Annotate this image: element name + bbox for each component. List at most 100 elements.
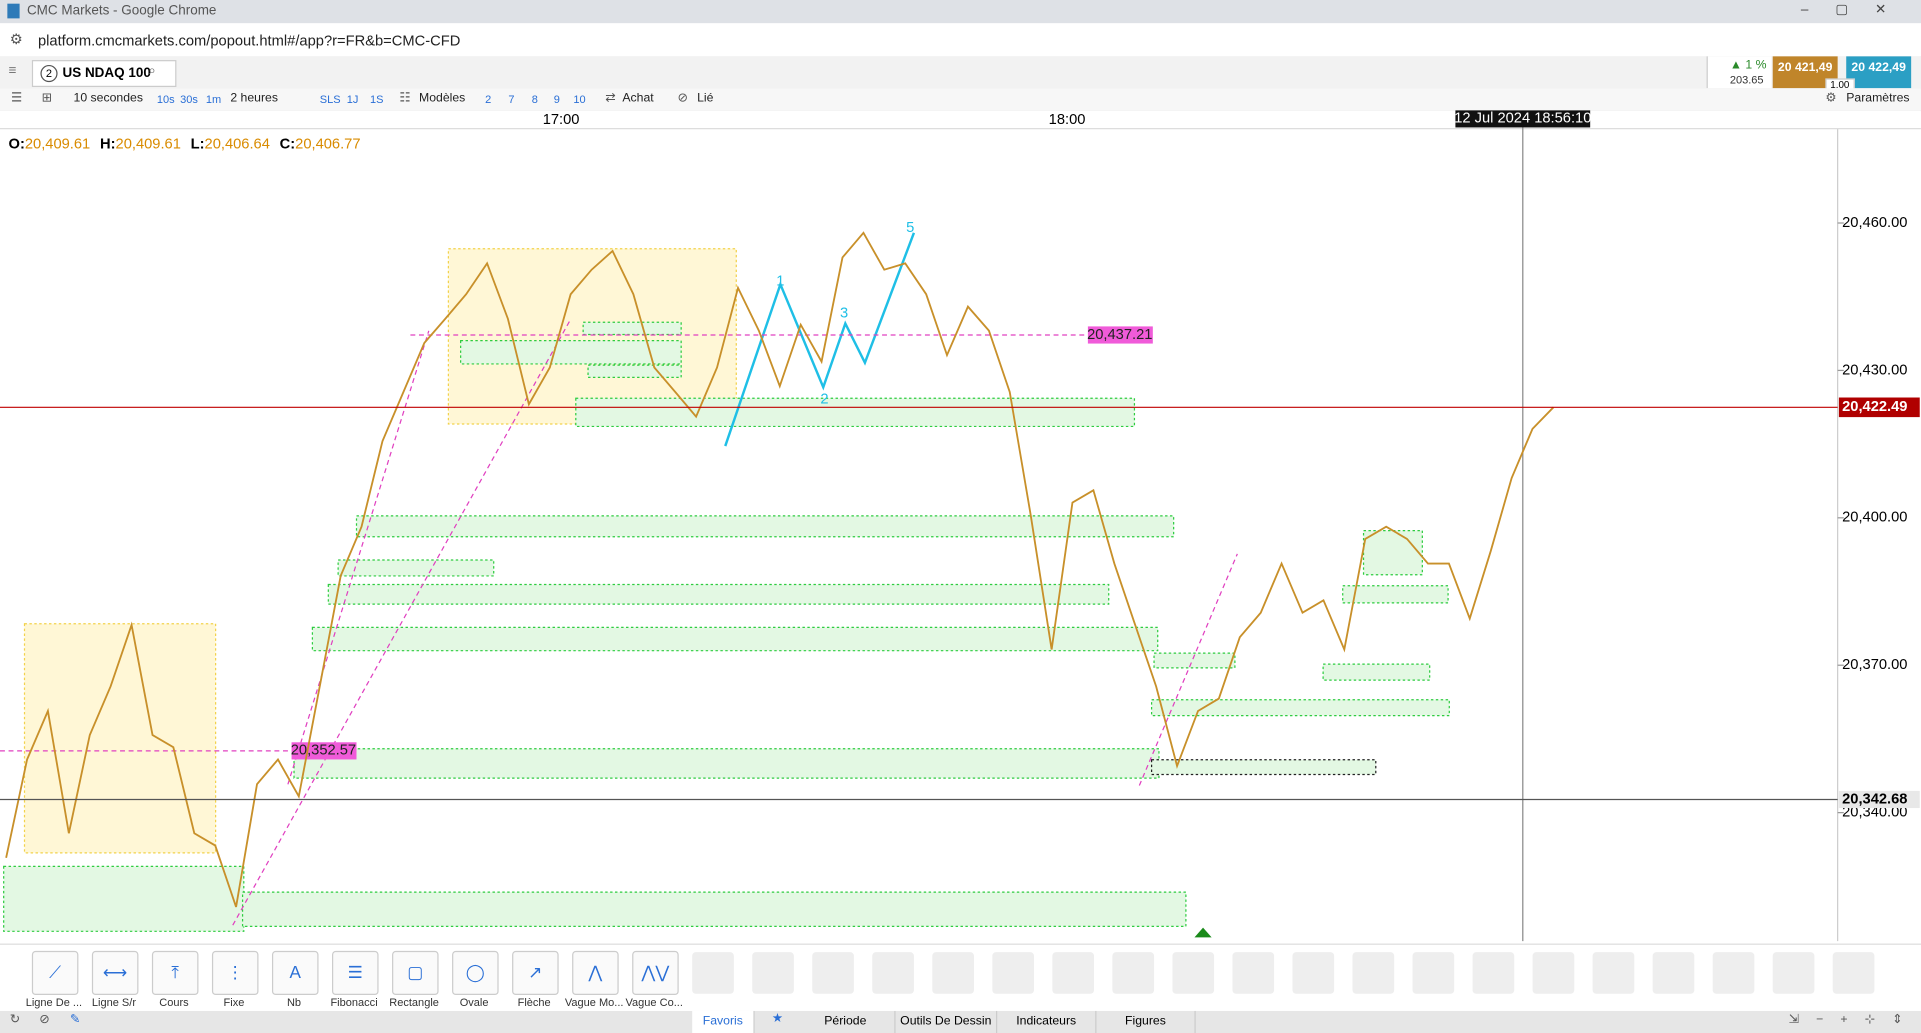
tab[interactable]: Indicateurs — [997, 1010, 1097, 1033]
site-info[interactable]: ⚙ — [9, 30, 23, 48]
zone — [1362, 529, 1423, 576]
settings-icon[interactable]: ⚙ — [1825, 91, 1837, 106]
ohlc: O:20,409.61 H:20,409.61 L:20,406.64 C:20,40… — [9, 136, 361, 152]
link-button[interactable]: Lié — [697, 91, 714, 106]
tool-button[interactable]: ⋀⋁ — [632, 950, 679, 996]
tool-icon: A — [289, 961, 301, 982]
tab[interactable]: Outils De Dessin — [896, 1010, 998, 1033]
empty-slot — [1832, 952, 1875, 994]
tool-button[interactable]: ⋀ — [572, 950, 619, 996]
zoom-controls[interactable]: ⇲−+⊹⇕ — [1788, 1013, 1920, 1027]
wave-label: 1 — [776, 274, 784, 290]
interval-button[interactable]: 1m — [205, 93, 222, 106]
ohlc-name: C: — [280, 136, 295, 152]
number-button[interactable]: 7 — [508, 93, 515, 106]
y-tick-label: 20,460.00 — [1842, 215, 1907, 231]
layout-icon[interactable]: ⊞ — [41, 91, 52, 106]
empty-slot — [1352, 952, 1395, 994]
change: ▲ 1 % — [1729, 58, 1767, 73]
empty-slot — [1712, 952, 1755, 994]
pencil-icon[interactable]: ✎ — [69, 1013, 81, 1027]
tool-button[interactable]: ☰ — [332, 950, 379, 996]
zone — [575, 397, 1136, 428]
empty-slot — [1652, 952, 1695, 994]
cancel-icon[interactable]: ⊘ — [39, 1013, 50, 1027]
tab[interactable]: Figures — [1096, 1010, 1196, 1033]
ohlc-name: L: — [191, 136, 205, 152]
tool-label: Flèche — [517, 996, 551, 1009]
tool-label: Fixe — [223, 996, 245, 1009]
zone — [293, 748, 1160, 779]
range-button[interactable]: 1J — [346, 93, 359, 106]
trend-lines — [232, 320, 1238, 926]
settings[interactable]: Paramètres — [1846, 91, 1910, 106]
tool-button[interactable]: ⤒ — [151, 950, 199, 996]
y-tick-label: 20,430.00 — [1842, 362, 1907, 378]
instrument-bar: ≡ 2 US NDAQ 100 ⌕ ▲ 1 % 203.65 20 421,49… — [0, 56, 1921, 92]
tab[interactable]: Période — [796, 1010, 896, 1033]
empty-slot — [1772, 952, 1815, 994]
tool-button[interactable]: A — [271, 950, 319, 996]
instrument-tab[interactable]: 2 US NDAQ 100 ⌕ — [31, 60, 177, 88]
number-button[interactable]: 2 — [485, 93, 492, 106]
url[interactable]: platform.cmcmarkets.com/popout.html#/app… — [37, 31, 461, 50]
tool-button[interactable]: ▢ — [392, 950, 439, 996]
empty-slot — [1232, 952, 1275, 994]
window-controls[interactable]: –▢✕ — [1800, 2, 1914, 18]
tool-button[interactable]: ⋮ — [211, 950, 259, 996]
zone — [241, 891, 1187, 928]
title-bar: CMC Markets - Google Chrome –▢✕ — [0, 0, 1921, 24]
trend-line — [232, 320, 571, 926]
tool-button[interactable]: ↗ — [512, 950, 559, 996]
empty-slot — [1472, 952, 1515, 994]
crosshair-price-box — [1838, 790, 1920, 809]
interval-button[interactable]: 30s — [180, 93, 198, 106]
templates[interactable]: Modèles — [418, 91, 466, 106]
range-button[interactable]: 1S — [369, 93, 384, 106]
range[interactable]: 2 heures — [230, 91, 279, 106]
last-price: 20,422.49 — [1842, 399, 1907, 415]
sell-price[interactable]: 20 421,49 — [1772, 56, 1838, 89]
number-button[interactable]: 8 — [531, 93, 538, 106]
zone — [587, 364, 682, 379]
change-box: ▲ 1 % 203.65 — [1706, 56, 1772, 89]
tool-icon: ⋀ — [588, 961, 603, 982]
empty-slot — [752, 952, 794, 994]
menu-icon[interactable]: ≡ — [8, 63, 17, 79]
tool-button[interactable]: ⟷ — [91, 950, 139, 996]
tool-icon: ⤒ — [171, 961, 179, 982]
window-title: CMC Markets - Google Chrome — [26, 3, 217, 19]
interval[interactable]: 10 secondes — [73, 91, 143, 106]
buy-button[interactable]: Achat — [622, 91, 654, 106]
templates-icon[interactable]: ☷ — [399, 91, 411, 106]
tool-icon: ⋮ — [226, 961, 244, 982]
instrument-name: US NDAQ 100 — [62, 66, 151, 81]
empty-slot — [872, 952, 914, 994]
empty-slot — [1412, 952, 1455, 994]
ohlc-value: 20,409.61 — [116, 136, 181, 152]
buy-price[interactable]: 20 422,49 — [1846, 56, 1912, 89]
drawn-box — [447, 248, 737, 425]
zone — [582, 321, 682, 336]
level-label: 20,352.57 — [291, 743, 356, 759]
interval-button[interactable]: 10s — [156, 93, 175, 106]
tool-button[interactable]: ◯ — [452, 950, 499, 996]
y-tick-label: 20,370.00 — [1842, 657, 1907, 673]
refresh-icon[interactable]: ↻ — [9, 1013, 21, 1027]
range-button[interactable]: SLS — [319, 93, 341, 106]
crosshair-time-box — [1455, 110, 1591, 128]
favorite-star[interactable]: ★ — [771, 1012, 783, 1026]
number-button[interactable]: 9 — [553, 93, 560, 106]
buy-icon[interactable]: ⇄ — [605, 91, 616, 106]
list-icon[interactable]: ☰ — [11, 91, 23, 106]
tool-button[interactable]: ⟋ — [31, 950, 79, 996]
zone — [460, 340, 682, 365]
number-button[interactable]: 10 — [573, 93, 586, 106]
tool-icon: ⟷ — [102, 961, 128, 982]
search-icon[interactable]: ⌕ — [148, 63, 156, 79]
app-icon — [7, 3, 20, 19]
last-price-box — [1838, 397, 1920, 418]
tab[interactable]: Favoris — [692, 1010, 755, 1033]
link-icon[interactable]: ⊘ — [677, 91, 688, 106]
